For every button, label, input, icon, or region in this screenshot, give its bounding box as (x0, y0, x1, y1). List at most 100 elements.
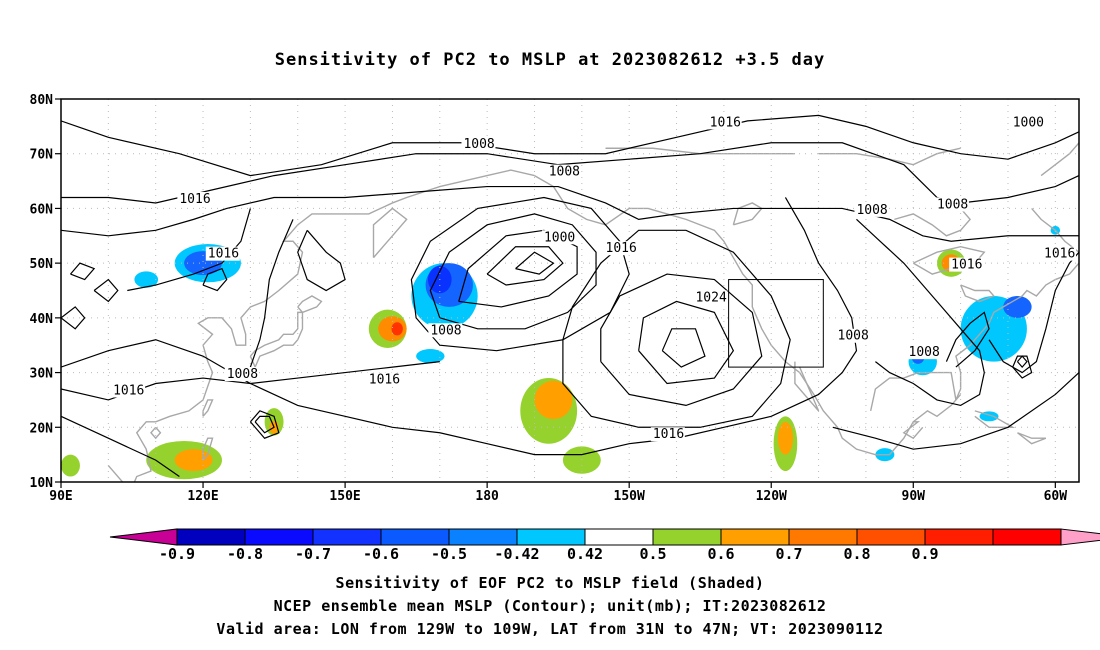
map-axes: 90E 120E 150E 180 150W 120W 90W 60W 10N 20N 30N 40N… (30, 93, 1068, 504)
contour-label-bg (693, 290, 728, 305)
y-tick-label: 10N (30, 476, 54, 491)
coastline (202, 399, 214, 417)
contour-label-bg (546, 164, 581, 179)
y-tick-label: 50N (30, 257, 54, 272)
contour-label: 1016 (606, 241, 637, 256)
shaded-area (1003, 295, 1032, 318)
contour-line (127, 208, 251, 292)
x-tick-label: 90E (49, 489, 72, 504)
x-tick-label: 120W (756, 489, 787, 504)
contour-label: 1008 (549, 165, 580, 180)
caption-shaded: Sensitivity of EOF PC2 to MSLP field (Sh… (335, 574, 765, 592)
coastline (107, 169, 535, 482)
coastline (605, 147, 795, 155)
shaded-area (416, 349, 445, 364)
contour-label-bg (177, 191, 212, 206)
contour-line (70, 262, 96, 281)
coastline (869, 371, 962, 423)
colorbar-label: -0.9 (159, 545, 195, 563)
colorbar-label: -0.42 (494, 545, 539, 563)
colorbar-box (380, 528, 450, 546)
contour-line (254, 415, 275, 434)
colorbar-label: 0.9 (911, 545, 938, 563)
colorbar-box (584, 528, 654, 546)
coastline (297, 295, 323, 314)
x-tick-label: 90W (902, 489, 926, 504)
x-tick-label: 60W (1044, 489, 1068, 504)
contour-label: 1000 (544, 230, 575, 245)
shaded-area (777, 421, 794, 455)
contour-label-bg (366, 372, 401, 387)
contour-label-bg (603, 241, 638, 256)
x-tick-label: 120E (187, 489, 218, 504)
contour-label: 1016 (653, 427, 684, 442)
contour-labels: 1016 1016 1008 1008 1016 1000 1000 1016 1008 1008… (111, 115, 1076, 442)
coastline (150, 426, 162, 440)
contour-line (856, 218, 985, 407)
colorbar-box (720, 528, 790, 546)
x-tick-label: 150W (614, 489, 645, 504)
contour-line (832, 372, 1079, 450)
colorbar-box (788, 528, 858, 546)
caption-contour: NCEP ensemble mean MSLP (Contour); unit(… (273, 597, 827, 615)
contour-line (249, 219, 294, 368)
colorbar-label: -0.5 (431, 545, 467, 563)
contour-line (61, 114, 1079, 177)
chart-title: Sensitivity of PC2 to MSLP at 2023082612… (274, 50, 826, 70)
shaded-area (174, 449, 213, 472)
coastline (534, 174, 924, 456)
contour-line (458, 229, 578, 308)
y-tick-label: 20N (30, 421, 54, 436)
colorbar-box (244, 528, 314, 546)
x-tick-label: 180 (475, 489, 499, 504)
y-tick-label: 30N (30, 367, 54, 382)
plot-frame (60, 98, 1080, 483)
colorbar: -0.9 -0.8 -0.7 -0.6 -0.5 -0.42 0.42 0.5 0.6 0.7 0.… (109, 528, 1100, 563)
coastline (894, 207, 972, 237)
contour-label: 1016 (113, 383, 144, 398)
coastline (732, 202, 763, 226)
colorbar-left-triangle (109, 528, 178, 546)
y-tick-label: 80N (30, 93, 54, 108)
contour-label: 1016 (710, 115, 741, 130)
coastline (794, 361, 820, 412)
contour-line (515, 251, 555, 275)
contour-line (61, 415, 180, 478)
contour-label: 1000 (1013, 115, 1044, 130)
coastline (202, 437, 214, 461)
contour-line (600, 273, 763, 407)
contour-label: 1016 (369, 373, 400, 388)
shaded-area (134, 271, 159, 288)
contour-label-bg (854, 202, 889, 217)
contour-label: 1016 (179, 192, 210, 207)
contour-label-bg (461, 137, 496, 152)
sensitivity-shading (61, 225, 1061, 480)
colorbar-label: -0.8 (227, 545, 263, 563)
contour-label: 1008 (463, 137, 494, 152)
contour-label: 1008 (856, 203, 887, 218)
contour-label: 1008 (227, 367, 258, 382)
contour-label: 1008 (430, 323, 461, 338)
coastline (1040, 142, 1079, 177)
colorbar-box (652, 528, 722, 546)
contour-label-bg (934, 197, 969, 212)
contour-label-bg (111, 383, 146, 398)
contour-line (988, 251, 1079, 374)
colorbar-label: -0.7 (295, 545, 331, 563)
colorbar-box (516, 528, 586, 546)
coastline (372, 207, 408, 259)
contour-line (297, 229, 346, 292)
contour-label-bg (835, 328, 870, 343)
shaded-area (562, 446, 601, 474)
contour-line (249, 410, 280, 439)
contour-line (661, 328, 706, 368)
colorbar-label: -0.6 (363, 545, 399, 563)
contour-line (945, 311, 990, 368)
y-tick-label: 60N (30, 202, 54, 217)
shaded-area (534, 380, 573, 420)
contour-line (429, 213, 597, 330)
coastline (818, 147, 961, 166)
contour-label-bg (906, 345, 941, 360)
contour-line (638, 300, 735, 385)
x-tick-label: 150E (329, 489, 360, 504)
